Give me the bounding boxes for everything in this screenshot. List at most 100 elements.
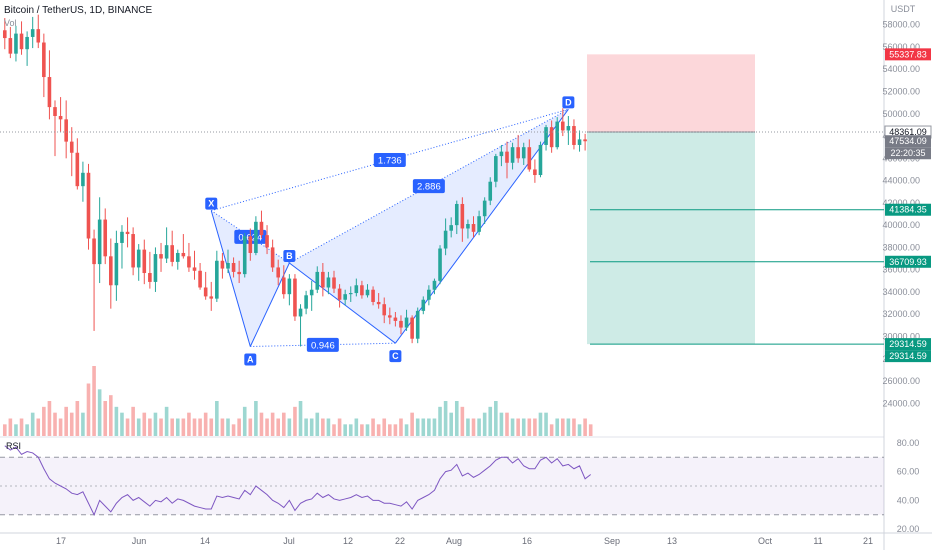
candle <box>215 250 219 302</box>
volume-bar <box>505 412 509 436</box>
candle <box>326 271 331 295</box>
candle <box>281 265 286 299</box>
candle-body <box>538 144 543 176</box>
candle <box>516 134 520 163</box>
price-tick-label: 52000.00 <box>882 87 920 97</box>
candle <box>142 239 147 285</box>
candle-body <box>544 127 548 145</box>
candle <box>410 315 414 344</box>
candle <box>109 238 113 309</box>
candle-body <box>560 121 565 131</box>
ratio-label-box <box>412 179 445 194</box>
price-tag-box <box>885 350 931 363</box>
volume-bar <box>254 401 258 436</box>
ratio-label: 0.946 <box>311 340 335 351</box>
candle <box>371 286 375 306</box>
candle-body <box>281 277 286 295</box>
candle <box>181 234 186 259</box>
candle-body <box>237 271 241 275</box>
candle-body <box>354 285 359 294</box>
candle-body <box>86 172 91 239</box>
candle-body <box>36 29 41 43</box>
volume-bar <box>148 418 152 436</box>
candle-body <box>69 141 74 153</box>
volume-bar <box>114 406 119 436</box>
rsi-tick-label: 80.00 <box>897 438 920 448</box>
time-tick-label: 16 <box>522 536 532 546</box>
volume-bar <box>298 401 303 436</box>
candle <box>198 262 202 290</box>
candle <box>170 230 174 267</box>
volume-bar <box>432 418 437 436</box>
candle <box>237 260 241 284</box>
candle-body <box>555 121 560 148</box>
candle <box>454 200 459 235</box>
volume-bar <box>103 401 108 436</box>
candle-body <box>454 203 459 226</box>
volume-bar <box>203 412 208 436</box>
volume-bar <box>360 424 364 436</box>
candle <box>92 229 96 331</box>
candle-body <box>566 126 571 131</box>
candle-body <box>148 273 152 282</box>
volume-bar <box>164 406 169 436</box>
price-axis: 24000.0026000.0028000.0030000.0032000.00… <box>882 20 932 534</box>
pattern-point-c <box>389 350 402 363</box>
candle-body <box>471 224 476 232</box>
candle-body <box>505 151 509 163</box>
candle-body <box>376 301 381 305</box>
volume-bar <box>549 424 554 436</box>
candle <box>438 245 442 285</box>
candle-body <box>254 221 258 253</box>
candle <box>309 280 314 311</box>
volume-bar <box>337 418 342 436</box>
candle <box>81 161 85 202</box>
candle-body <box>259 221 264 236</box>
candle-body <box>276 267 281 278</box>
candle <box>276 259 281 286</box>
currency-label: USDT <box>891 4 916 14</box>
volume-bar <box>53 412 57 436</box>
candle <box>36 14 41 49</box>
rsi-tick-label: 60.00 <box>897 467 920 477</box>
volume-bar <box>242 406 247 436</box>
candle <box>415 307 420 344</box>
candle-body <box>321 271 325 288</box>
volume-bar <box>14 424 18 436</box>
candle <box>242 232 247 278</box>
volume-bar <box>192 418 197 436</box>
candle <box>376 293 381 309</box>
candle-body <box>2 30 7 39</box>
volume-bar <box>209 418 214 436</box>
volume-bar <box>276 418 281 436</box>
candle <box>477 210 481 236</box>
candle <box>69 127 74 177</box>
rsi-pane <box>0 445 884 517</box>
candle <box>209 281 214 311</box>
candle <box>14 25 18 62</box>
volume-bar <box>354 418 359 436</box>
candle <box>75 138 80 190</box>
volume-bar <box>566 418 571 436</box>
candle-body <box>19 33 24 50</box>
candle <box>175 249 180 270</box>
ratio-label-box <box>373 152 406 167</box>
candle <box>365 284 370 298</box>
candle-body <box>30 29 35 37</box>
candle <box>265 225 269 255</box>
candle-body <box>549 127 554 148</box>
candle-body <box>142 249 147 274</box>
candle-body <box>120 231 124 243</box>
volume-bar <box>226 418 230 436</box>
candle-body <box>81 172 85 187</box>
candle <box>321 262 325 297</box>
volume-bar <box>259 412 264 436</box>
volume-bar <box>533 418 537 436</box>
candle-body <box>382 304 387 316</box>
candle-body <box>388 315 392 318</box>
price-tick-label: 50000.00 <box>882 109 920 119</box>
candle <box>343 289 347 306</box>
candle-body <box>309 289 314 296</box>
volume-bar <box>131 406 135 436</box>
